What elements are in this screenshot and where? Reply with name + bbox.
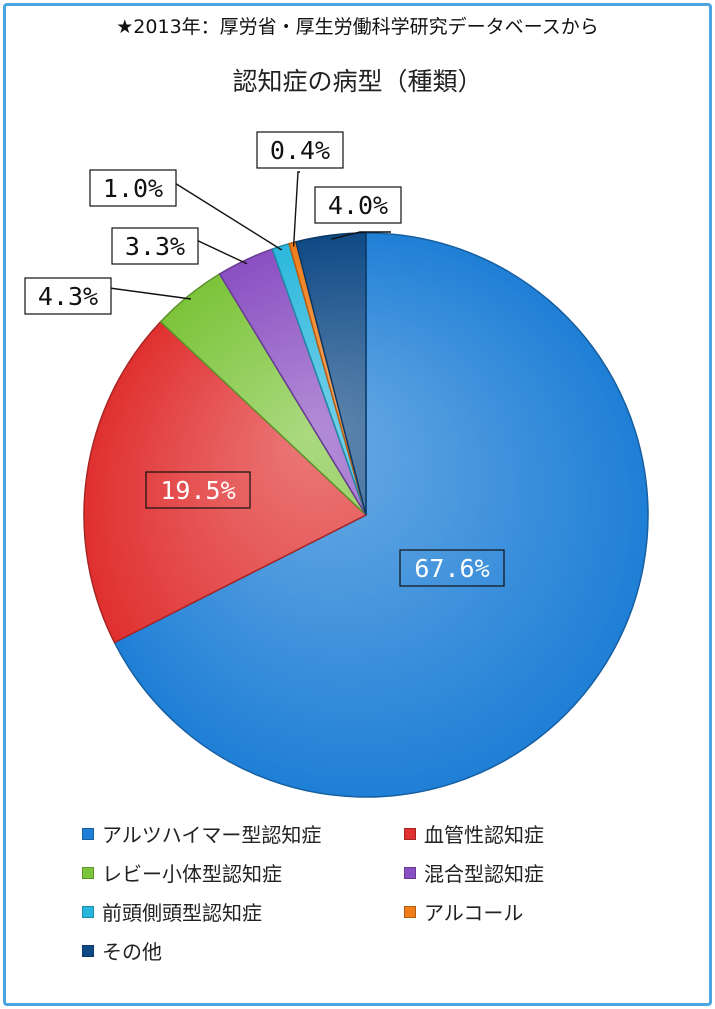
data-label-box-6 <box>314 186 402 224</box>
pie-slice-1 <box>83 320 368 644</box>
legend: アルツハイマー型認知症 血管性認知症レビー小体型認知症 混合型認知症前頭側頭型認知症… <box>82 820 642 964</box>
data-label-6: 4.0% <box>328 191 388 220</box>
leader-line-5 <box>292 171 300 247</box>
legend-label-2: レビー小体型認知症 <box>102 862 282 886</box>
leader-line-6 <box>331 231 391 240</box>
legend-item-3: 混合型認知症 <box>404 859 642 886</box>
legend-item-5: アルコール <box>404 898 642 925</box>
legend-swatch-4 <box>82 905 94 918</box>
legend-swatch-3 <box>404 866 416 879</box>
legend-swatch-6 <box>82 944 94 957</box>
legend-item-4: 前頭側頭型認知症 <box>82 898 404 925</box>
legend-swatch-0 <box>82 827 94 840</box>
data-label-box-5 <box>256 131 344 169</box>
data-label-1: 19.5% <box>160 476 235 505</box>
data-label-5: 0.4% <box>270 136 330 165</box>
legend-item-6: その他 <box>82 937 404 964</box>
source-note: ★2013年：厚労省・厚生労働科学研究データベースから <box>116 16 599 38</box>
data-label-box-0 <box>399 549 505 587</box>
data-label-box-3 <box>111 227 199 265</box>
data-label-3: 3.3% <box>125 232 185 261</box>
data-label-2: 4.3% <box>38 282 98 311</box>
leader-line-2 <box>101 286 192 300</box>
legend-label-4: 前頭側頭型認知症 <box>102 901 262 925</box>
data-label-box-4 <box>89 169 177 207</box>
legend-label-3: 混合型認知症 <box>424 862 544 886</box>
legend-item-2: レビー小体型認知症 <box>82 859 404 886</box>
legend-label-6: その他 <box>102 940 162 964</box>
legend-swatch-1 <box>404 827 416 840</box>
chart-title: 認知症の病型（種類） <box>232 67 483 96</box>
data-label-0: 67.6% <box>414 554 489 583</box>
legend-item-1: 血管性認知症 <box>404 820 642 847</box>
legend-label-5: アルコール <box>424 901 524 925</box>
data-label-4: 1.0% <box>103 174 163 203</box>
data-labels: 67.6% 19.5% 4.3% 3.3% 1.0% 0.4% 4.0% <box>24 131 505 587</box>
legend-swatch-2 <box>82 866 94 879</box>
pie-slices <box>83 232 649 798</box>
data-label-box-1 <box>145 471 251 509</box>
data-label-box-2 <box>24 277 112 315</box>
pie-slice-6 <box>295 232 367 516</box>
legend-item-0: アルツハイマー型認知症 <box>82 820 404 847</box>
legend-swatch-5 <box>404 905 416 918</box>
legend-label-0: アルツハイマー型認知症 <box>102 823 322 847</box>
pie-slice-0 <box>113 232 649 798</box>
legend-label-1: 血管性認知症 <box>424 823 544 847</box>
